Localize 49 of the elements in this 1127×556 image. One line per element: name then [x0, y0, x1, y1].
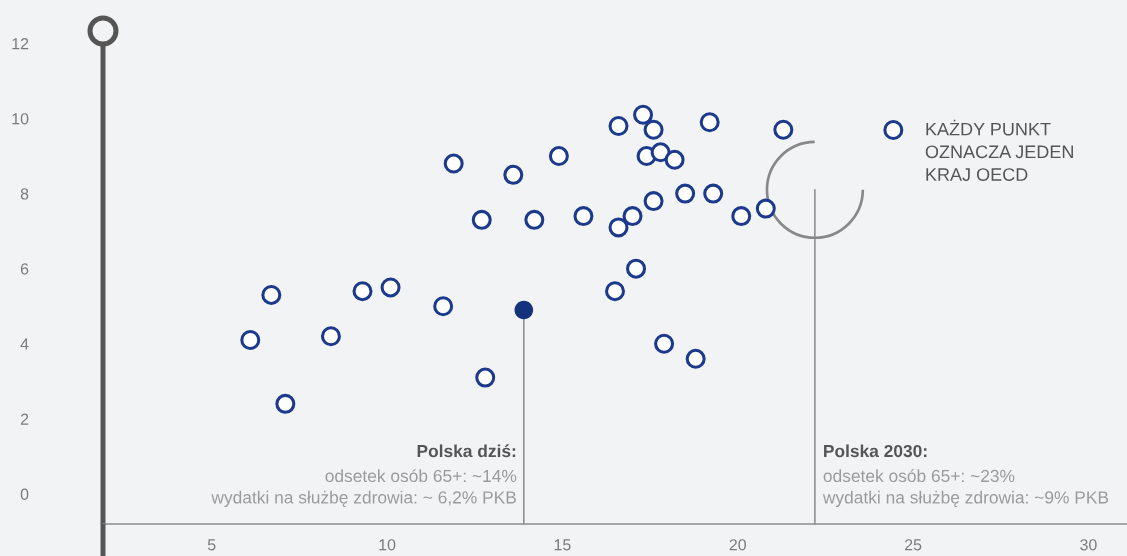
- point: [548, 146, 569, 167]
- y-tick-label: 8: [20, 188, 29, 200]
- y-tick-label: 10: [12, 113, 29, 125]
- point: [650, 142, 671, 163]
- point: [433, 296, 454, 317]
- point: [608, 116, 629, 137]
- point: [275, 393, 296, 414]
- y-tick-label: 2: [20, 413, 29, 425]
- point: [605, 281, 625, 302]
- x-tick-label: 15: [554, 539, 571, 551]
- point: [643, 119, 664, 140]
- point: [622, 206, 643, 227]
- point: [475, 367, 496, 388]
- x-tick-label: 10: [379, 539, 396, 551]
- x-tick-label: 25: [905, 539, 922, 551]
- point: [261, 284, 282, 305]
- x-tick-label: 20: [729, 539, 746, 551]
- point: [643, 191, 664, 212]
- point: [675, 183, 696, 204]
- point: [320, 326, 341, 347]
- point: [380, 277, 401, 298]
- point: [443, 153, 464, 174]
- point: [524, 209, 545, 230]
- point: [699, 112, 720, 133]
- point: [703, 183, 724, 204]
- point: [514, 300, 534, 320]
- y-tick-label: 0: [20, 488, 29, 500]
- point: [664, 149, 685, 170]
- point: [352, 281, 373, 302]
- x-tick-label: 5: [207, 539, 216, 551]
- point: [633, 104, 654, 125]
- annotation: Polska dziś: odsetek osób 65+: ~14% wydatki na służbę zdrowia: ~ 6,2% PKB: [211, 444, 517, 507]
- point: [240, 330, 261, 351]
- legend-label: KAŻDY PUNKT OZNACZA JEDEN KRAJ OECD: [925, 119, 1073, 181]
- point: [773, 119, 794, 140]
- x-tick-label: 30: [1080, 539, 1097, 551]
- point: [608, 217, 629, 238]
- point: [471, 209, 492, 230]
- y-tick-label: 6: [20, 263, 29, 275]
- point: [685, 348, 706, 369]
- point: [626, 258, 647, 279]
- y-tick-label: 4: [20, 338, 29, 350]
- point: [654, 333, 675, 354]
- point: [573, 206, 594, 227]
- point: [755, 198, 776, 219]
- y-tick-label: 12: [12, 38, 29, 50]
- point: [503, 164, 524, 185]
- point: [731, 206, 752, 227]
- annotation: Polska 2030: odsetek osób 65+: ~23% wydatki na służbę zdrowia: ~9% PKB: [822, 444, 1109, 507]
